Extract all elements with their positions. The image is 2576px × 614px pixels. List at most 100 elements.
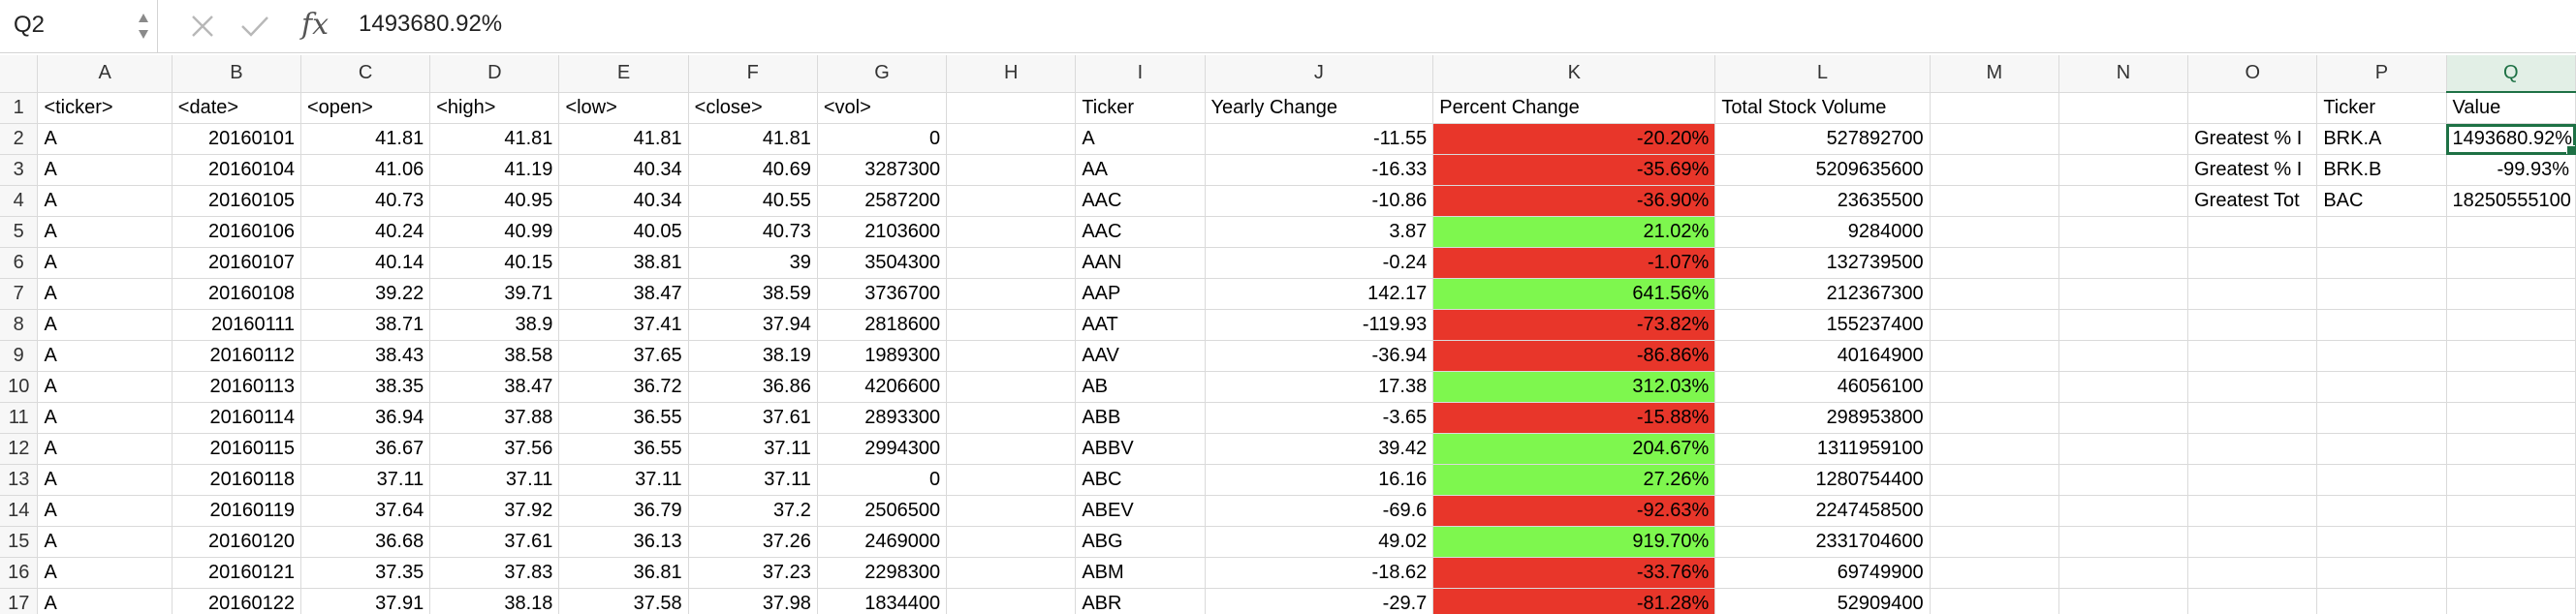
cell-o16[interactable] bbox=[2187, 557, 2318, 589]
cell-c6[interactable]: 40.14 bbox=[300, 247, 431, 279]
cell-p16[interactable] bbox=[2316, 557, 2447, 589]
cell-o12[interactable] bbox=[2187, 433, 2318, 465]
cell-j6[interactable]: -0.24 bbox=[1205, 247, 1434, 279]
cell-o7[interactable] bbox=[2187, 278, 2318, 310]
cell-g11[interactable]: 2893300 bbox=[817, 402, 948, 434]
cell-p7[interactable] bbox=[2316, 278, 2447, 310]
cell-f8[interactable]: 37.94 bbox=[688, 309, 818, 341]
cell-g1[interactable]: <vol> bbox=[817, 92, 948, 124]
cell-f14[interactable]: 37.2 bbox=[688, 495, 818, 527]
cell-e17[interactable]: 37.58 bbox=[558, 588, 689, 614]
cell-l7[interactable]: 212367300 bbox=[1714, 278, 1931, 310]
cell-b8[interactable]: 20160111 bbox=[172, 309, 302, 341]
cell-a11[interactable]: A bbox=[37, 402, 173, 434]
cell-l1[interactable]: Total Stock Volume bbox=[1714, 92, 1931, 124]
cell-m4[interactable] bbox=[1930, 185, 2059, 217]
cell-k12[interactable]: 204.67% bbox=[1432, 433, 1716, 465]
cell-i12[interactable]: ABBV bbox=[1075, 433, 1206, 465]
cell-e5[interactable]: 40.05 bbox=[558, 216, 689, 248]
row-header[interactable]: 13 bbox=[0, 464, 39, 496]
cell-k9[interactable]: -86.86% bbox=[1432, 340, 1716, 372]
cell-k3[interactable]: -35.69% bbox=[1432, 154, 1716, 186]
cell-l4[interactable]: 23635500 bbox=[1714, 185, 1931, 217]
cell-j15[interactable]: 49.02 bbox=[1205, 526, 1434, 558]
cell-j1[interactable]: Yearly Change bbox=[1205, 92, 1434, 124]
row-header[interactable]: 14 bbox=[0, 495, 39, 527]
row-header[interactable]: 16 bbox=[0, 557, 39, 589]
cell-l14[interactable]: 2247458500 bbox=[1714, 495, 1931, 527]
cell-n11[interactable] bbox=[2058, 402, 2189, 434]
cell-c14[interactable]: 37.64 bbox=[300, 495, 431, 527]
cell-f13[interactable]: 37.11 bbox=[688, 464, 818, 496]
row-header[interactable]: 3 bbox=[0, 154, 39, 186]
cell-n1[interactable] bbox=[2058, 92, 2189, 124]
cell-p3[interactable]: BRK.B bbox=[2316, 154, 2447, 186]
cell-c8[interactable]: 38.71 bbox=[300, 309, 431, 341]
cell-l10[interactable]: 46056100 bbox=[1714, 371, 1931, 403]
cell-e8[interactable]: 37.41 bbox=[558, 309, 689, 341]
row-header[interactable]: 17 bbox=[0, 588, 39, 614]
cell-i3[interactable]: AA bbox=[1075, 154, 1206, 186]
cell-h17[interactable] bbox=[946, 588, 1077, 614]
column-header-l[interactable]: L bbox=[1714, 55, 1931, 93]
cell-d14[interactable]: 37.92 bbox=[429, 495, 560, 527]
cell-i8[interactable]: AAT bbox=[1075, 309, 1206, 341]
cell-g17[interactable]: 1834400 bbox=[817, 588, 948, 614]
cell-l8[interactable]: 155237400 bbox=[1714, 309, 1931, 341]
cell-c16[interactable]: 37.35 bbox=[300, 557, 431, 589]
cell-c15[interactable]: 36.68 bbox=[300, 526, 431, 558]
cell-o10[interactable] bbox=[2187, 371, 2318, 403]
cell-b17[interactable]: 20160122 bbox=[172, 588, 302, 614]
stepper-icon[interactable] bbox=[135, 8, 152, 45]
column-header-k[interactable]: K bbox=[1432, 55, 1716, 93]
column-header-e[interactable]: E bbox=[558, 55, 689, 93]
cell-h10[interactable] bbox=[946, 371, 1077, 403]
column-header-d[interactable]: D bbox=[429, 55, 560, 93]
cell-d7[interactable]: 39.71 bbox=[429, 278, 560, 310]
cell-j2[interactable]: -11.55 bbox=[1205, 123, 1434, 155]
cell-a6[interactable]: A bbox=[37, 247, 173, 279]
cell-l11[interactable]: 298953800 bbox=[1714, 402, 1931, 434]
cell-a9[interactable]: A bbox=[37, 340, 173, 372]
cell-h8[interactable] bbox=[946, 309, 1077, 341]
cell-h5[interactable] bbox=[946, 216, 1077, 248]
cell-d15[interactable]: 37.61 bbox=[429, 526, 560, 558]
cell-g5[interactable]: 2103600 bbox=[817, 216, 948, 248]
cell-b16[interactable]: 20160121 bbox=[172, 557, 302, 589]
cell-d17[interactable]: 38.18 bbox=[429, 588, 560, 614]
cell-l5[interactable]: 9284000 bbox=[1714, 216, 1931, 248]
cell-i15[interactable]: ABG bbox=[1075, 526, 1206, 558]
cell-e2[interactable]: 41.81 bbox=[558, 123, 689, 155]
cell-b15[interactable]: 20160120 bbox=[172, 526, 302, 558]
cell-e6[interactable]: 38.81 bbox=[558, 247, 689, 279]
cell-f15[interactable]: 37.26 bbox=[688, 526, 818, 558]
cell-q8[interactable] bbox=[2446, 309, 2576, 341]
cell-m15[interactable] bbox=[1930, 526, 2059, 558]
cell-m11[interactable] bbox=[1930, 402, 2059, 434]
cell-e3[interactable]: 40.34 bbox=[558, 154, 689, 186]
cell-d5[interactable]: 40.99 bbox=[429, 216, 560, 248]
function-icon[interactable]: fx bbox=[301, 8, 330, 42]
cell-f11[interactable]: 37.61 bbox=[688, 402, 818, 434]
cell-e11[interactable]: 36.55 bbox=[558, 402, 689, 434]
cell-p10[interactable] bbox=[2316, 371, 2447, 403]
cell-g8[interactable]: 2818600 bbox=[817, 309, 948, 341]
cell-o11[interactable] bbox=[2187, 402, 2318, 434]
cell-n9[interactable] bbox=[2058, 340, 2189, 372]
cell-d13[interactable]: 37.11 bbox=[429, 464, 560, 496]
cell-a2[interactable]: A bbox=[37, 123, 173, 155]
cell-p4[interactable]: BAC bbox=[2316, 185, 2447, 217]
cell-n12[interactable] bbox=[2058, 433, 2189, 465]
cell-m8[interactable] bbox=[1930, 309, 2059, 341]
cell-h7[interactable] bbox=[946, 278, 1077, 310]
cell-h4[interactable] bbox=[946, 185, 1077, 217]
row-header[interactable]: 9 bbox=[0, 340, 39, 372]
cell-j11[interactable]: -3.65 bbox=[1205, 402, 1434, 434]
row-header[interactable]: 10 bbox=[0, 371, 39, 403]
cell-g2[interactable]: 0 bbox=[817, 123, 948, 155]
cell-g13[interactable]: 0 bbox=[817, 464, 948, 496]
cell-b1[interactable]: <date> bbox=[172, 92, 302, 124]
cell-b9[interactable]: 20160112 bbox=[172, 340, 302, 372]
row-header[interactable]: 7 bbox=[0, 278, 39, 310]
cell-j7[interactable]: 142.17 bbox=[1205, 278, 1434, 310]
